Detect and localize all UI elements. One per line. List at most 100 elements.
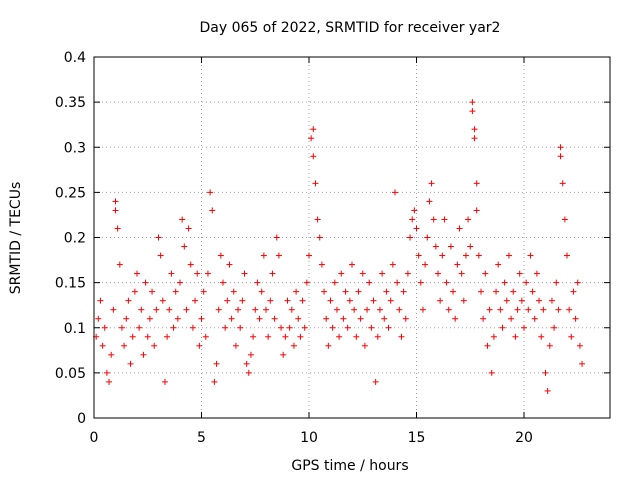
data-point [351, 306, 358, 313]
data-point [501, 279, 508, 286]
data-point [512, 333, 519, 340]
data-point [97, 297, 104, 304]
data-point [368, 324, 375, 331]
data-point [129, 333, 136, 340]
data-point [336, 333, 343, 340]
y-tick-label: 0 [77, 411, 86, 427]
data-point [237, 324, 244, 331]
data-point [282, 333, 289, 340]
data-point [531, 315, 538, 322]
data-point [116, 261, 123, 268]
data-point [174, 315, 181, 322]
y-axis-label: SRMTID / TECUs [8, 182, 24, 295]
data-point [275, 252, 282, 259]
data-point [213, 360, 220, 367]
data-point [288, 306, 295, 313]
data-point [574, 279, 581, 286]
data-point [413, 225, 420, 232]
data-point [559, 180, 566, 187]
data-point [480, 315, 487, 322]
plot-frame [93, 56, 611, 419]
data-point [166, 306, 173, 313]
data-point [327, 297, 334, 304]
data-point [168, 270, 175, 277]
data-point [187, 261, 194, 268]
data-point [566, 306, 573, 313]
data-point [364, 306, 371, 313]
data-point [256, 315, 263, 322]
data-point [548, 297, 555, 304]
data-point [473, 180, 480, 187]
data-point [172, 288, 179, 295]
data-point [430, 216, 437, 223]
data-point [106, 378, 113, 385]
data-point [443, 279, 450, 286]
data-point [179, 216, 186, 223]
data-point [417, 279, 424, 286]
data-point [540, 306, 547, 313]
data-point [293, 288, 300, 295]
data-point [510, 288, 517, 295]
data-point [215, 306, 222, 313]
data-point [447, 243, 454, 250]
data-point [224, 297, 231, 304]
data-point [271, 315, 278, 322]
data-point [441, 216, 448, 223]
data-point [353, 333, 360, 340]
data-point [142, 279, 149, 286]
data-point [396, 306, 403, 313]
y-tick-label: 0.1 [64, 321, 86, 337]
data-point [263, 306, 269, 313]
data-point [460, 297, 467, 304]
data-point [245, 369, 252, 376]
data-point [138, 306, 145, 313]
data-point [110, 306, 117, 313]
x-tick-label: 0 [90, 430, 99, 446]
data-point [181, 243, 188, 250]
data-point [344, 324, 351, 331]
data-point [144, 333, 151, 340]
data-point [131, 288, 138, 295]
data-point [473, 207, 480, 214]
data-point [349, 261, 355, 268]
data-point [151, 342, 158, 349]
data-point [185, 225, 192, 232]
data-point [518, 297, 525, 304]
data-point [411, 207, 418, 214]
data-point [310, 153, 317, 160]
data-point [458, 270, 465, 277]
data-point [467, 243, 474, 250]
data-point [432, 243, 439, 250]
chart-title: Day 065 of 2022, SRMTID for receiver yar… [200, 20, 501, 36]
data-point [392, 189, 398, 196]
data-point [232, 342, 239, 349]
data-point [301, 324, 308, 331]
data-point [241, 270, 248, 277]
x-tick-label: 10 [300, 430, 318, 446]
data-point [127, 360, 134, 367]
data-point [478, 288, 484, 295]
data-point [170, 324, 177, 331]
data-point [523, 279, 530, 286]
data-point [239, 297, 246, 304]
data-point [159, 297, 166, 304]
data-point [553, 279, 560, 286]
data-point [516, 270, 523, 277]
data-point [306, 252, 312, 259]
data-point [220, 279, 226, 286]
data-point [230, 288, 237, 295]
data-point [450, 288, 457, 295]
data-point [529, 288, 536, 295]
data-point [469, 108, 476, 115]
data-point [409, 216, 416, 223]
data-point [521, 324, 527, 331]
data-point [228, 315, 235, 322]
data-point [462, 252, 469, 259]
data-point [570, 288, 577, 295]
grid [94, 57, 610, 418]
data-point [267, 297, 274, 304]
data-point [146, 315, 153, 322]
data-point [297, 333, 304, 340]
data-point [495, 261, 502, 268]
data-point [544, 387, 551, 394]
